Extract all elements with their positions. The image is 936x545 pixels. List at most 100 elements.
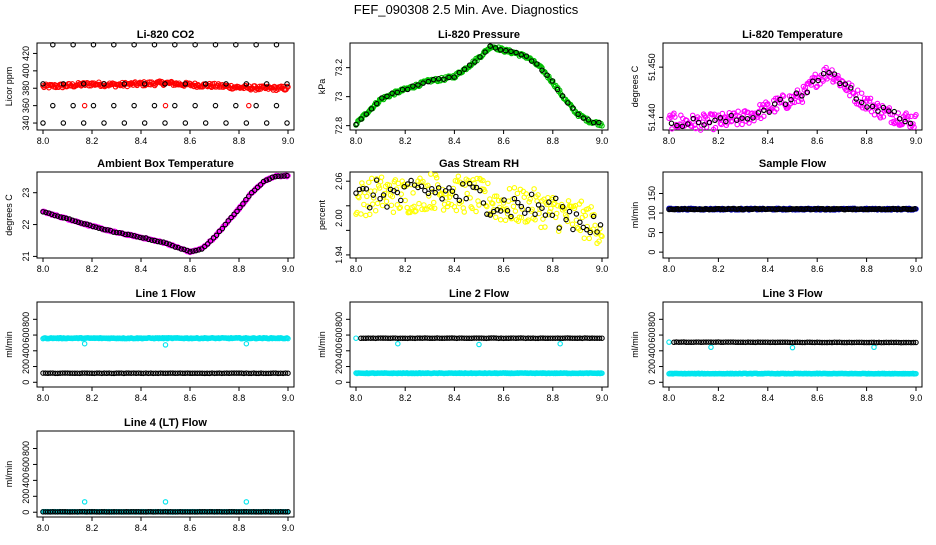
x-tick-label: 8.2	[399, 264, 412, 274]
data-point	[410, 83, 416, 89]
data-point	[848, 85, 854, 91]
data-point	[596, 335, 603, 341]
x-tick-label: 8.0	[663, 136, 676, 146]
data-point	[449, 188, 456, 194]
data-point	[573, 211, 580, 217]
data-point	[575, 111, 581, 118]
data-point	[556, 225, 562, 231]
data-point	[172, 244, 179, 250]
panel-title: Line 2 Flow	[449, 288, 509, 300]
x-tick-label: 9.0	[910, 136, 923, 146]
data-point	[466, 180, 473, 187]
data-point	[154, 238, 161, 245]
data-point	[101, 81, 107, 87]
data-point	[799, 99, 806, 105]
data-point	[849, 82, 855, 89]
series-line3-cyan	[666, 370, 919, 377]
series-line4-cyan-outliers	[81, 499, 250, 505]
data-point	[420, 80, 426, 86]
data-point	[388, 202, 395, 209]
data-point	[72, 218, 79, 225]
data-point	[847, 92, 853, 99]
data-point	[913, 370, 919, 377]
data-point	[476, 202, 482, 208]
data-point	[523, 53, 530, 59]
x-tick-label: 8.8	[547, 393, 560, 403]
data-point	[425, 78, 432, 85]
series-line3-black	[671, 339, 919, 346]
data-point	[891, 108, 898, 115]
data-point	[166, 241, 173, 247]
x-tick-label: 8.2	[86, 523, 99, 533]
data-point	[192, 102, 198, 109]
data-point	[207, 238, 214, 244]
data-point	[81, 499, 88, 505]
data-point	[201, 243, 208, 250]
data-point	[430, 76, 437, 83]
x-tick-label: 9.0	[596, 264, 609, 274]
data-point	[739, 115, 745, 121]
series-sample-flow-black	[666, 205, 918, 213]
data-point	[689, 112, 696, 119]
data-point	[837, 80, 843, 87]
data-point	[81, 221, 87, 227]
data-point	[162, 102, 169, 109]
data-point	[432, 189, 438, 196]
data-point	[440, 207, 447, 213]
x-tick-label: 8.4	[135, 523, 148, 533]
y-tick-label: 200	[21, 489, 31, 504]
plot-frame	[662, 301, 923, 388]
data-point	[697, 127, 704, 133]
data-point	[257, 182, 264, 188]
data-point	[379, 95, 385, 101]
data-point	[69, 217, 76, 223]
data-point	[80, 81, 87, 87]
data-point	[549, 78, 556, 84]
data-point	[137, 234, 143, 241]
y-tick-label: 22	[21, 220, 31, 230]
data-point	[377, 195, 383, 202]
data-point	[544, 72, 550, 78]
data-point	[122, 231, 129, 238]
data-point	[101, 120, 107, 126]
data-point	[674, 122, 680, 129]
data-point	[868, 339, 875, 346]
data-point	[590, 119, 597, 126]
data-point	[599, 370, 605, 376]
plot-frame	[662, 42, 923, 131]
data-point	[60, 81, 67, 87]
x-tick-label: 8.8	[547, 136, 560, 146]
data-point	[131, 41, 137, 48]
x-tick-label: 8.2	[712, 264, 725, 274]
data-point	[597, 222, 604, 228]
data-point	[368, 106, 375, 112]
series-line1-cyan-outliers	[81, 340, 250, 348]
data-point	[149, 237, 155, 243]
data-point	[433, 175, 440, 181]
data-point	[223, 120, 229, 126]
data-point	[360, 185, 366, 192]
x-tick-label: 8.8	[233, 393, 246, 403]
data-point	[744, 116, 751, 122]
data-point	[285, 370, 291, 376]
x-tick-label: 8.6	[497, 393, 510, 403]
data-point	[273, 41, 280, 48]
data-point	[480, 200, 487, 206]
data-point	[553, 195, 559, 202]
data-point	[812, 71, 818, 78]
data-point	[905, 113, 911, 120]
data-point	[415, 82, 421, 88]
data-point	[907, 120, 914, 127]
data-point	[482, 49, 488, 55]
y-tick-label: 0	[334, 380, 344, 385]
data-point	[141, 120, 148, 126]
data-point	[284, 81, 290, 87]
series-line2-black	[358, 335, 605, 342]
data-point	[163, 240, 170, 247]
series-pressure-black	[353, 43, 602, 128]
data-point	[587, 227, 593, 234]
data-point	[777, 96, 783, 103]
data-point	[871, 344, 877, 351]
data-point	[582, 212, 589, 219]
y-axis-label: degrees C	[4, 194, 14, 236]
